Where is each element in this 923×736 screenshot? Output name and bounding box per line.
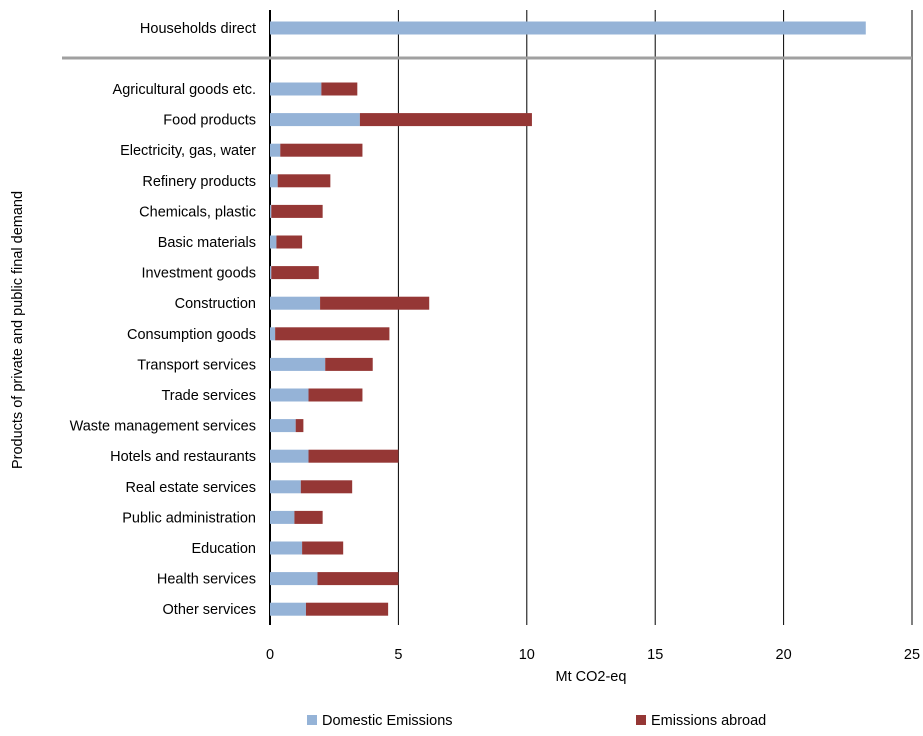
x-tick-label: 5 xyxy=(394,647,402,663)
x-axis-title: Mt CO2-eq xyxy=(556,669,627,685)
bar-domestic xyxy=(270,357,326,371)
legend-swatch xyxy=(636,715,646,725)
bar-abroad xyxy=(275,327,390,341)
bar-domestic xyxy=(270,602,306,616)
category-label: Health services xyxy=(157,572,256,588)
category-label: Food products xyxy=(163,113,256,129)
category-label: Education xyxy=(192,541,257,557)
bar-domestic xyxy=(270,388,309,402)
bar-domestic xyxy=(270,174,278,188)
bar-abroad xyxy=(317,572,399,586)
bar-domestic xyxy=(270,235,277,249)
bar-abroad xyxy=(359,113,532,127)
bar-domestic xyxy=(270,572,318,586)
bar-abroad xyxy=(294,510,323,524)
x-tick-label: 15 xyxy=(647,647,663,663)
bar-abroad xyxy=(276,235,303,249)
bar-abroad xyxy=(280,143,363,157)
bar-domestic xyxy=(270,419,296,433)
category-label: Trade services xyxy=(161,388,256,404)
bar-domestic xyxy=(270,113,360,127)
bar-domestic xyxy=(270,541,303,555)
category-label: Construction xyxy=(175,296,256,312)
bar-abroad xyxy=(295,419,304,433)
bar-abroad xyxy=(321,82,358,96)
category-label: Households direct xyxy=(140,21,256,37)
bar-domestic xyxy=(270,296,321,310)
legend-label: Emissions abroad xyxy=(651,713,766,729)
bar-abroad xyxy=(300,480,353,494)
bar-abroad xyxy=(320,296,430,310)
category-label: Other services xyxy=(163,602,256,618)
category-label: Chemicals, plastic xyxy=(139,204,256,220)
category-label: Transport services xyxy=(137,357,256,373)
x-tick-label: 0 xyxy=(266,647,274,663)
bar-abroad xyxy=(305,602,389,616)
bar-domestic xyxy=(270,21,866,35)
category-label: Waste management services xyxy=(70,419,256,435)
bar-domestic xyxy=(270,204,272,218)
bar-abroad xyxy=(271,266,319,280)
category-label: Hotels and restaurants xyxy=(110,449,256,465)
category-label: Consumption goods xyxy=(127,327,256,343)
category-label: Real estate services xyxy=(125,480,256,496)
bar-abroad xyxy=(277,174,331,188)
category-label: Investment goods xyxy=(142,266,256,282)
bar-domestic xyxy=(270,82,322,96)
legend-label: Domestic Emissions xyxy=(322,713,453,729)
bar-domestic xyxy=(270,327,276,341)
x-tick-label: 10 xyxy=(519,647,535,663)
bar-abroad xyxy=(308,388,363,402)
x-tick-label: 25 xyxy=(904,647,920,663)
category-label: Electricity, gas, water xyxy=(120,143,256,159)
x-tick-label: 20 xyxy=(776,647,792,663)
bar-domestic xyxy=(270,510,295,524)
bar-abroad xyxy=(308,449,399,463)
bar-domestic xyxy=(270,480,301,494)
y-axis-title: Products of private and public final dem… xyxy=(10,191,26,469)
category-label: Public administration xyxy=(122,510,256,526)
bar-domestic xyxy=(270,449,309,463)
category-label: Refinery products xyxy=(142,174,256,190)
category-label: Agricultural goods etc. xyxy=(113,82,256,98)
legend-swatch xyxy=(307,715,317,725)
bar-abroad xyxy=(302,541,344,555)
bar-domestic xyxy=(270,266,272,280)
category-label: Basic materials xyxy=(158,235,256,251)
bar-abroad xyxy=(325,357,373,371)
bar-domestic xyxy=(270,143,281,157)
bar-abroad xyxy=(271,204,323,218)
